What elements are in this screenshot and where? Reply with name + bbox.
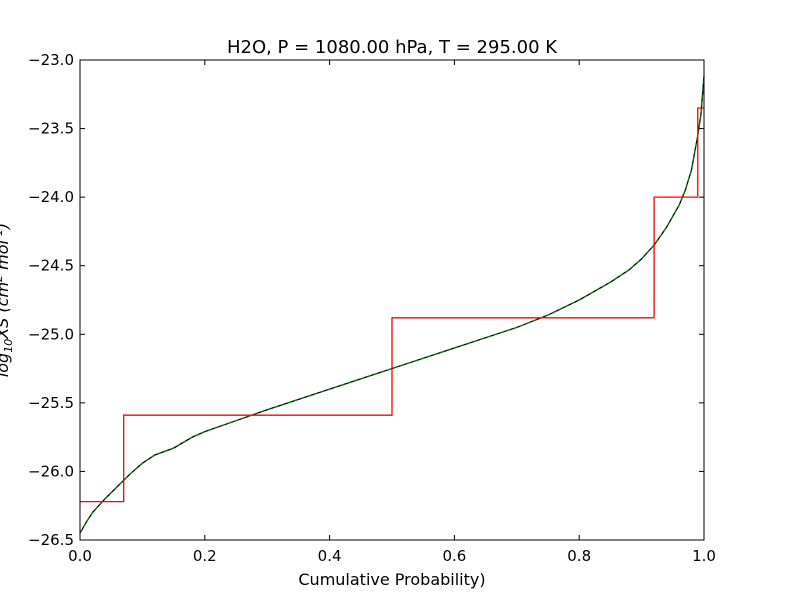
x-tick-label: 0.0 [68, 547, 92, 565]
y-tick-label: −26.5 [28, 531, 74, 549]
series-line-step [80, 107, 704, 503]
x-axis-label: Cumulative Probability) [298, 570, 485, 589]
y-tick-label: −24.0 [28, 188, 74, 206]
x-tick-label: 0.2 [193, 547, 217, 565]
y-tick-label: −25.5 [28, 394, 74, 412]
plot-frame [79, 59, 705, 541]
x-tick-label: 1.0 [692, 547, 716, 565]
y-tick-label: −26.0 [28, 462, 74, 480]
x-tick-label: 0.6 [442, 547, 466, 565]
y-tick-label: −23.5 [28, 120, 74, 138]
y-tick-label: −25.0 [28, 325, 74, 343]
axis-ticks: 0.0 0.2 0.4 0.6 0.8 1.0 −23.0 −23.5 −24.0 −24.5 −2… [28, 51, 716, 565]
y-axis-label: log10XS (cm2 mol-1) [0, 223, 15, 377]
series-line-dashed [79, 76, 705, 534]
chart-title: H2O, P = 1080.00 hPa, T = 295.00 K [227, 37, 558, 58]
x-tick-label: 0.8 [567, 547, 591, 565]
plot-area [79, 76, 705, 534]
x-tick-label: 0.4 [318, 547, 342, 565]
y-tick-label: −24.5 [28, 257, 74, 275]
y-tick-label: −23.0 [28, 51, 74, 69]
